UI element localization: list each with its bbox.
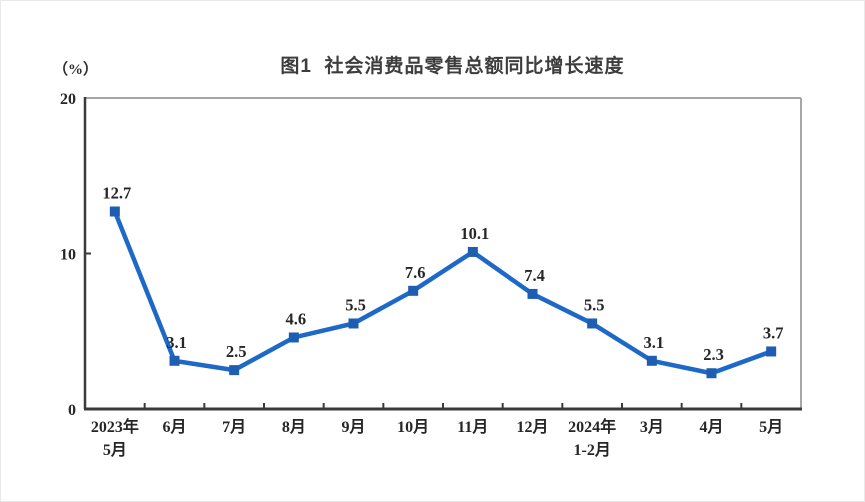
x-axis-category-label: 11月 — [457, 418, 488, 436]
x-axis-category-label: 10月 — [397, 418, 429, 436]
data-point-marker — [527, 288, 538, 299]
data-point-marker — [169, 355, 180, 366]
x-axis-category-label: 2023年 5月 — [91, 417, 139, 459]
data-point-marker — [766, 346, 777, 357]
x-axis-category-label: 6月 — [162, 418, 186, 436]
x-axis-category-label: 2024年 1-2月 — [568, 417, 616, 459]
x-axis-category-label: 4月 — [699, 418, 723, 436]
data-series-line — [112, 210, 772, 376]
x-axis-category-label: 8月 — [282, 418, 306, 436]
data-point-label: 3.1 — [644, 333, 665, 352]
data-point-label: 2.5 — [226, 342, 247, 361]
x-axis-category-label: 7月 — [222, 418, 246, 436]
y-axis-unit-label: （%） — [53, 62, 99, 78]
x-axis-category-label: 12月 — [516, 418, 548, 436]
data-point-label: 3.7 — [763, 323, 784, 342]
x-axis-category-label: 5月 — [759, 418, 783, 436]
y-axis-tick-label: 20 — [60, 91, 76, 108]
data-point-marker — [408, 285, 419, 296]
data-point-label: 3.1 — [166, 333, 187, 352]
data-point-marker — [229, 365, 240, 376]
data-point-marker — [467, 246, 478, 257]
data-point-marker — [288, 332, 299, 343]
y-axis-tick-label: 10 — [60, 247, 76, 264]
data-point-marker — [706, 368, 717, 379]
data-point-label: 7.6 — [405, 263, 426, 282]
data-point-marker — [587, 318, 598, 329]
data-point-label: 10.1 — [460, 224, 489, 243]
data-point-label: 12.7 — [102, 184, 131, 203]
data-point-label: 2.3 — [703, 345, 724, 364]
data-point-marker — [348, 318, 359, 329]
data-point-label: 5.5 — [345, 295, 366, 314]
data-point-label: 5.5 — [584, 295, 605, 314]
chart-title: 图1 社会消费品零售总额同比增长速度 — [280, 56, 625, 77]
data-point-label: 4.6 — [286, 309, 307, 328]
x-axis-category-label: 3月 — [640, 418, 664, 436]
data-point-marker — [646, 355, 657, 366]
y-axis-tick-label: 0 — [68, 402, 76, 419]
x-axis-category-label: 9月 — [341, 418, 365, 436]
data-point-marker — [109, 206, 120, 217]
data-point-label: 7.4 — [524, 266, 545, 285]
